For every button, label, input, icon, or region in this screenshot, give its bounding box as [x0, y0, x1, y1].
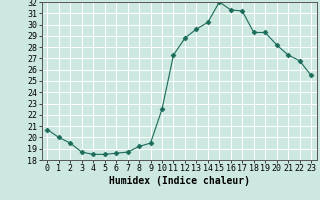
- X-axis label: Humidex (Indice chaleur): Humidex (Indice chaleur): [109, 176, 250, 186]
